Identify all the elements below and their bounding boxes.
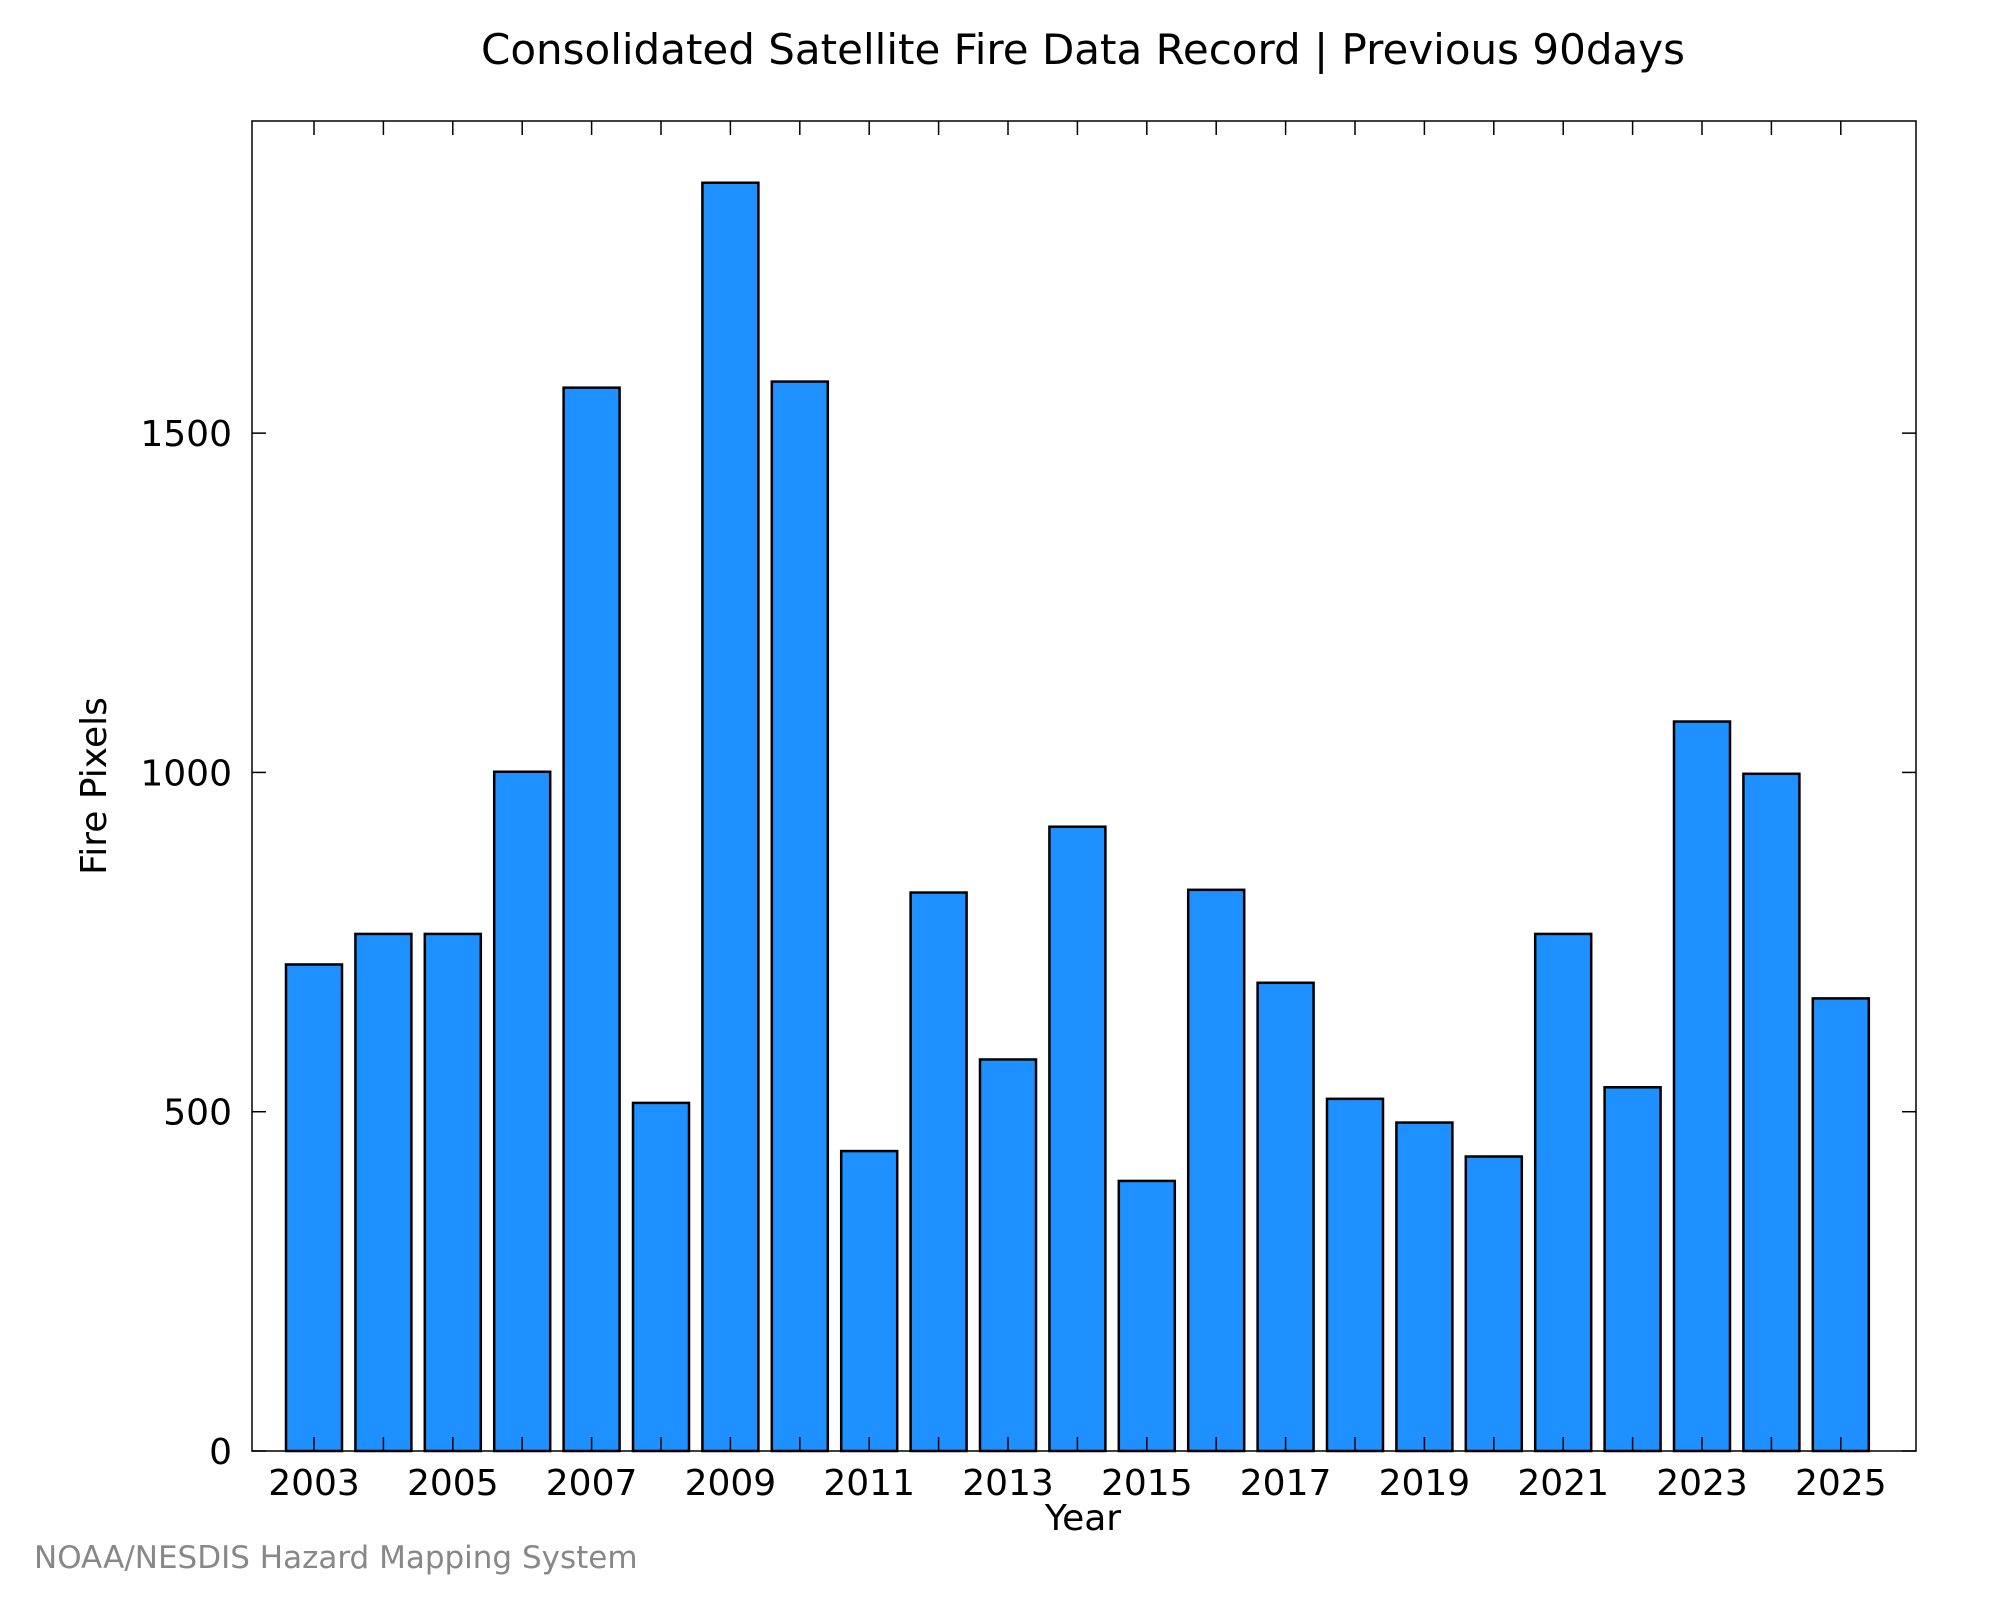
x-tick-label-2025: 2025 (1795, 1463, 1887, 1504)
plot-frame (251, 120, 1917, 1452)
bar-2014 (1048, 825, 1107, 1453)
x-tick-label-2023: 2023 (1656, 1463, 1748, 1504)
x-tick-label-2011: 2011 (823, 1463, 915, 1504)
x-tick-label-2007: 2007 (546, 1463, 638, 1504)
bar-2022 (1603, 1086, 1662, 1453)
x-tick-label-2021: 2021 (1517, 1463, 1609, 1504)
bar-2008 (631, 1101, 691, 1453)
bars-group (284, 181, 1871, 1453)
bar-2017 (1256, 981, 1315, 1453)
x-tick-label-2009: 2009 (685, 1463, 777, 1504)
bar-2012 (909, 891, 968, 1453)
footer-credit: NOAA/NESDIS Hazard Mapping System (34, 1540, 638, 1576)
x-tick-label-2013: 2013 (962, 1463, 1054, 1504)
x-tick-label-2005: 2005 (407, 1463, 499, 1504)
bar-2018 (1325, 1097, 1385, 1453)
bar-2005 (423, 932, 483, 1453)
bar-2011 (839, 1149, 899, 1453)
bar-2004 (354, 932, 413, 1453)
bar-2024 (1742, 772, 1801, 1453)
bar-2015 (1117, 1179, 1177, 1453)
bar-2019 (1395, 1121, 1454, 1453)
bar-2013 (978, 1058, 1038, 1453)
bar-2010 (770, 380, 830, 1453)
bar-2009 (701, 181, 760, 1453)
x-tick-label-2017: 2017 (1240, 1463, 1332, 1504)
bar-2016 (1186, 888, 1246, 1453)
bar-2003 (284, 963, 344, 1453)
bar-2025 (1811, 997, 1871, 1453)
ticks-group: 2003 2005 2007 2009 2011 2013 2015 2017 2019 2021… (140, 121, 1916, 1504)
x-tick-label-2019: 2019 (1379, 1463, 1471, 1504)
x-tick-label-2003: 2003 (268, 1463, 360, 1504)
x-axis-label: Year (1044, 1498, 1121, 1539)
bar-2021 (1533, 932, 1593, 1453)
y-tick-label-1500: 1500 (140, 414, 232, 455)
y-tick-label-0: 0 (209, 1432, 232, 1473)
bar-2020 (1464, 1155, 1524, 1453)
x-tick-label-2015: 2015 (1101, 1463, 1193, 1504)
bar-2007 (562, 386, 621, 1453)
bar-2006 (492, 770, 552, 1453)
y-tick-label-500: 500 (163, 1093, 232, 1134)
y-tick-label-1000: 1000 (140, 753, 232, 794)
chart-title: Consolidated Satellite Fire Data Record … (481, 25, 1685, 74)
y-axis-label: Fire Pixels (74, 697, 115, 875)
bar-2023 (1672, 720, 1732, 1453)
